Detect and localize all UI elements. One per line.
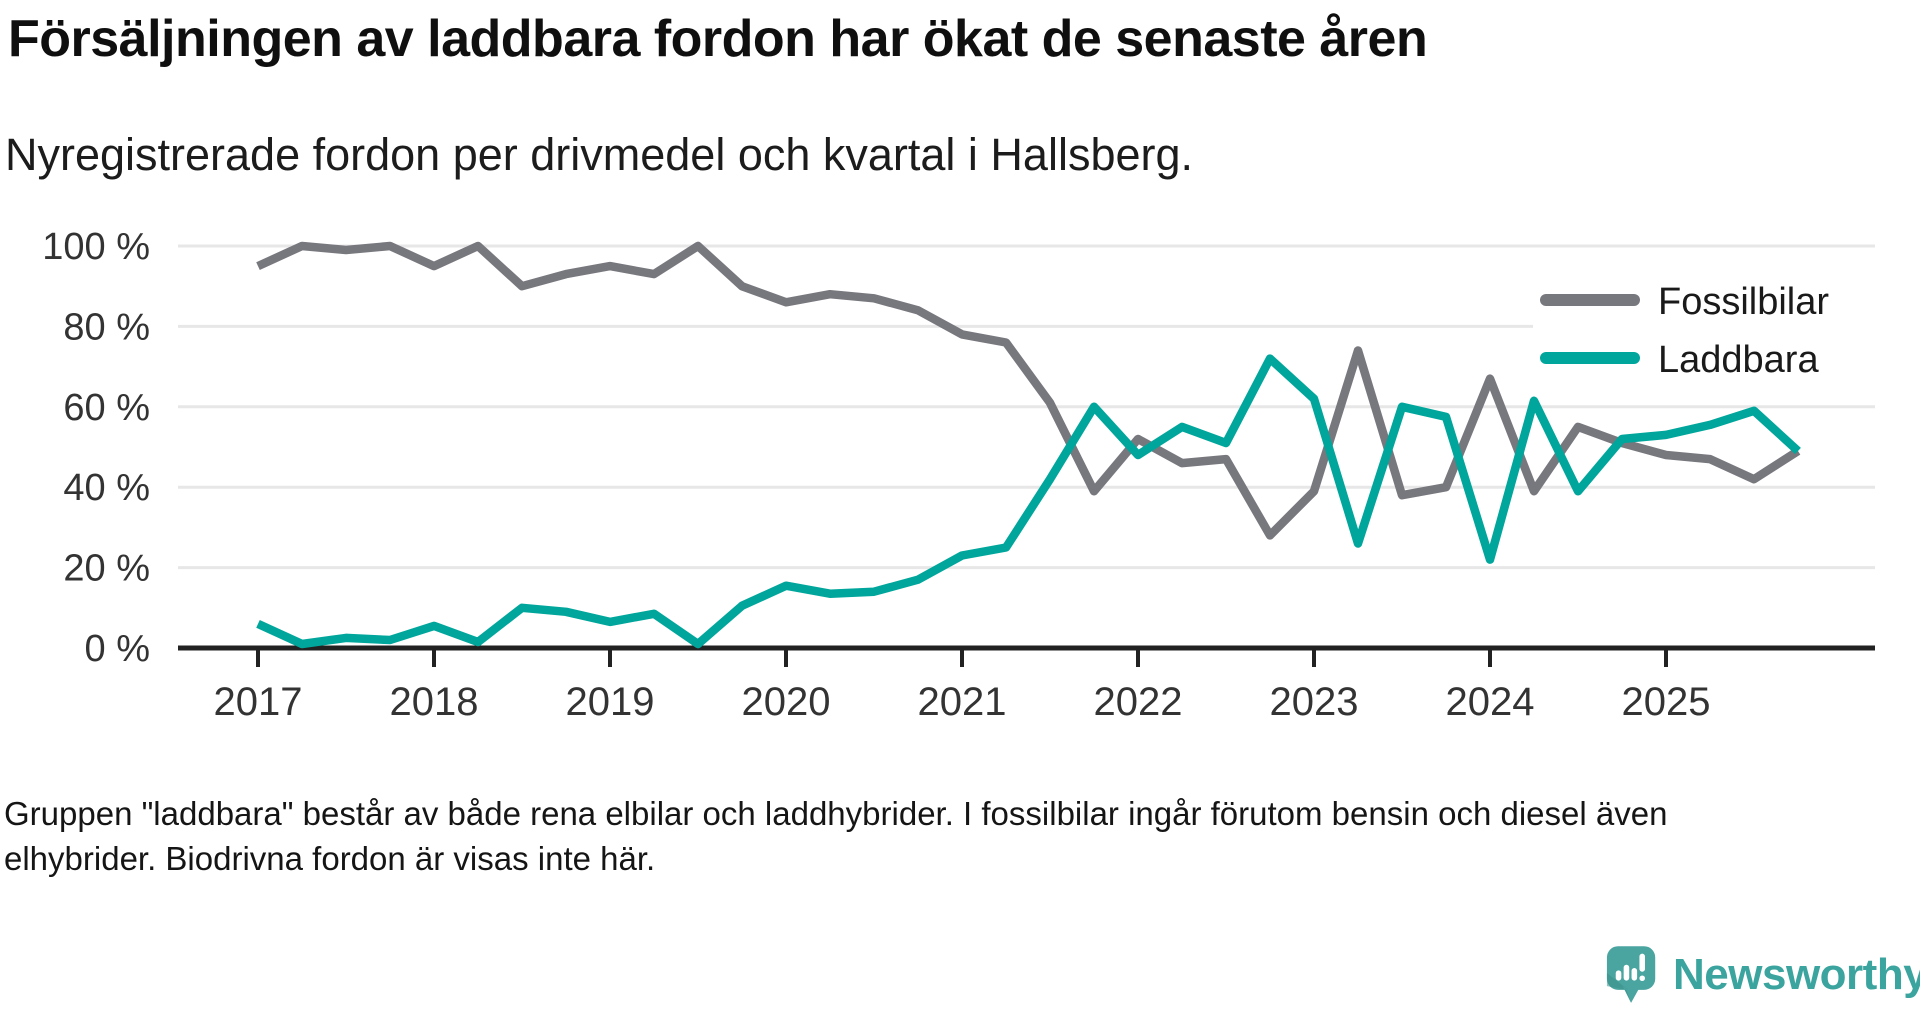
x-axis-label: 2025 bbox=[1622, 680, 1711, 724]
newsworthy-logo-text: Newsworthy bbox=[1673, 950, 1920, 999]
series-line-laddbara bbox=[256, 354, 1801, 649]
y-axis-label: 0 % bbox=[85, 628, 150, 670]
newsworthy-logo: Newsworthy bbox=[1606, 942, 1920, 1008]
y-axis-label: 40 % bbox=[63, 467, 150, 509]
series-line-fossilbilar bbox=[256, 241, 1801, 540]
line-chart: 0 % 20 % 40 % 60 % 80 % 100 % 2017 2018 2019 2020… bbox=[42, 226, 1877, 724]
x-axis-label: 2020 bbox=[742, 680, 831, 724]
x-axis-label: 2018 bbox=[390, 680, 479, 724]
legend-background bbox=[1533, 267, 1877, 403]
x-axis-label: 2019 bbox=[566, 680, 655, 724]
chart-footnote: Gruppen "laddbara" består av både rena e… bbox=[4, 792, 1864, 882]
footnote-line-1: Gruppen "laddbara" består av både rena e… bbox=[4, 795, 1668, 832]
footnote-line-2: elhybrider. Biodrivna fordon är visas in… bbox=[4, 839, 656, 877]
x-axis-label: 2024 bbox=[1446, 680, 1535, 724]
y-axis-label: 60 % bbox=[63, 387, 150, 429]
legend: Fossilbilar Laddbara bbox=[1658, 281, 1829, 381]
x-axis-label: 2017 bbox=[214, 680, 303, 724]
x-axis-label: 2023 bbox=[1270, 680, 1359, 724]
legend-label-fossilbilar: Fossilbilar bbox=[1658, 281, 1829, 323]
chart-subtitle: Nyregistrerade fordon per drivmedel och … bbox=[5, 129, 1194, 180]
y-axis-label: 100 % bbox=[42, 226, 150, 268]
legend-label-laddbara: Laddbara bbox=[1658, 339, 1819, 381]
x-axis-label: 2022 bbox=[1094, 680, 1183, 724]
y-axis-label: 20 % bbox=[63, 548, 150, 590]
y-axis-label: 80 % bbox=[63, 306, 150, 348]
plot-area: 0 % 20 % 40 % 60 % 80 % 100 % 2017 2018 2019 2020… bbox=[42, 226, 1877, 724]
chart-title: Försäljningen av laddbara fordon har öka… bbox=[8, 10, 1428, 68]
newsworthy-logo-icon bbox=[1606, 946, 1656, 1003]
x-axis-label: 2021 bbox=[918, 680, 1007, 724]
